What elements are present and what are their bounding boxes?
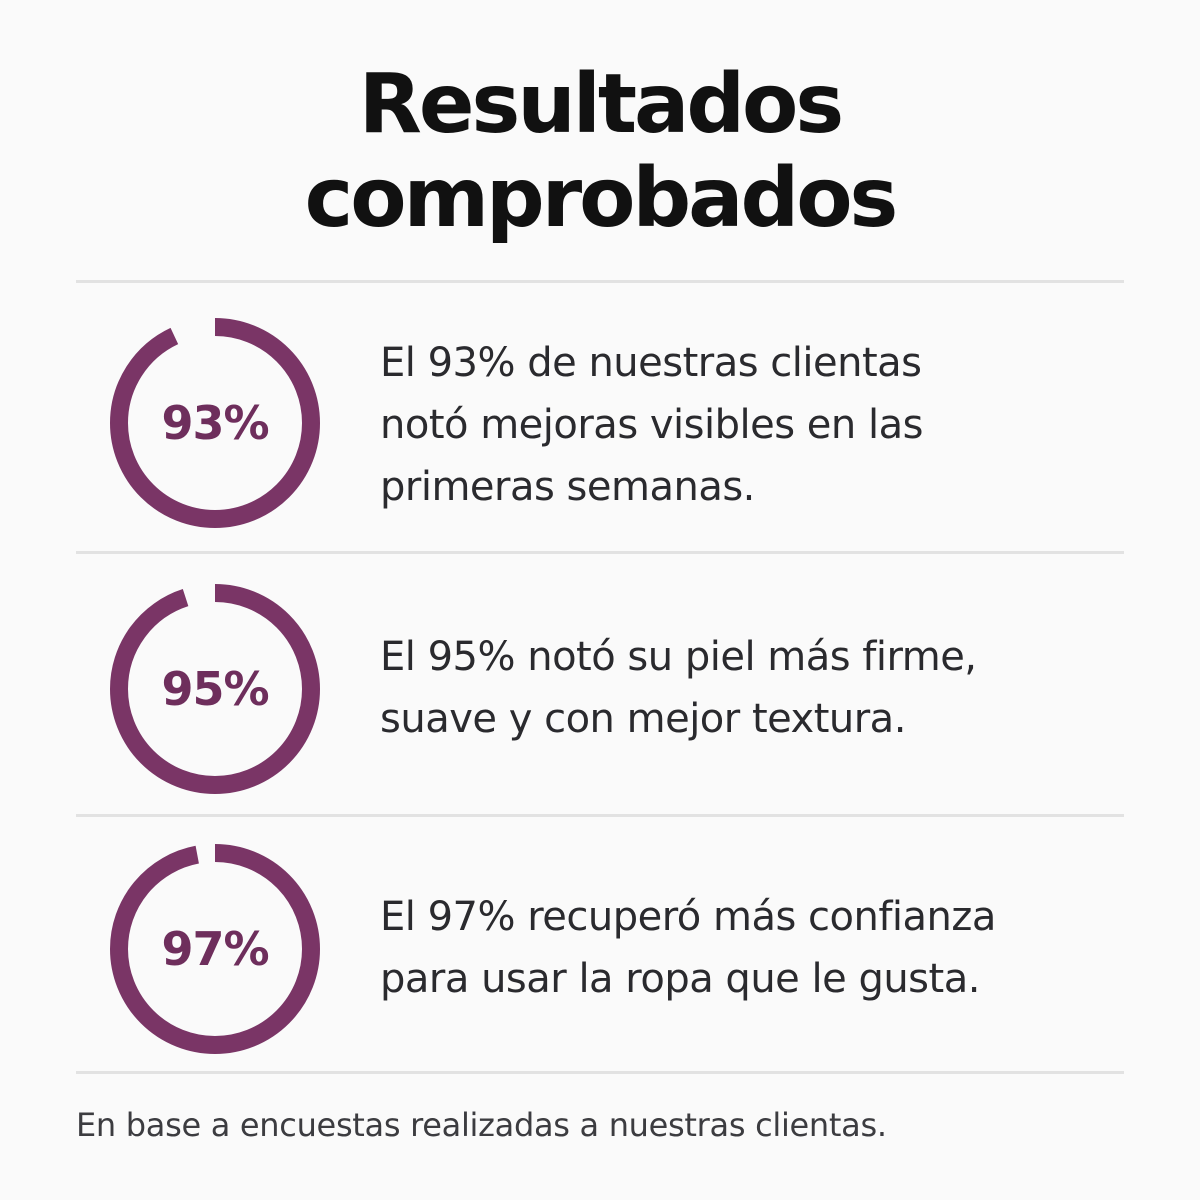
stat-1-line-1: El 93% de nuestras clientas (380, 340, 922, 386)
stat-2-line-1: El 95% notó su piel más firme, (380, 634, 977, 680)
stat-value-1: 93% (161, 396, 269, 450)
progress-ring-3: 97% (108, 842, 322, 1056)
stat-description-1: El 93% de nuestras clientas notó mejoras… (380, 332, 1100, 518)
stat-1-line-3: primeras semanas. (380, 464, 755, 510)
stat-value-2: 95% (161, 662, 269, 716)
progress-ring-1: 93% (108, 316, 322, 530)
stat-description-2: El 95% notó su piel más firme, suave y c… (380, 626, 1100, 750)
progress-ring-3-svg (110, 844, 320, 1054)
stat-description-3: El 97% recuperó más confianza para usar … (380, 886, 1100, 1010)
progress-ring-1-arc (110, 318, 320, 528)
stat-3-line-2: para usar la ropa que le gusta. (380, 956, 980, 1002)
stat-row-2: 95% El 95% notó su piel más firme, suave… (76, 554, 1124, 814)
divider-bottom (76, 1071, 1124, 1074)
stat-1-line-2: notó mejoras visibles en las (380, 402, 923, 448)
footnote: En base a encuestas realizadas a nuestra… (76, 1106, 887, 1144)
stat-2-line-2: suave y con mejor textura. (380, 696, 906, 742)
divider-1 (76, 551, 1124, 554)
divider-2 (76, 814, 1124, 817)
title-line-1: Resultados (358, 57, 844, 152)
stat-value-3: 97% (161, 922, 269, 976)
progress-ring-2-svg (110, 584, 320, 794)
stat-row-3: 97% El 97% recuperó más confianza para u… (76, 817, 1124, 1071)
progress-ring-1-svg (110, 318, 320, 528)
title-line-2: comprobados (304, 151, 899, 246)
stat-row-1: 93% El 93% de nuestras clientas notó mej… (76, 283, 1124, 551)
progress-ring-3-arc (110, 844, 320, 1054)
stat-3-line-1: El 97% recuperó más confianza (380, 894, 996, 940)
page-title: Resultados comprobados (0, 58, 1200, 246)
progress-ring-2: 95% (108, 582, 322, 796)
divider-top (76, 280, 1124, 283)
progress-ring-2-arc (110, 584, 320, 794)
